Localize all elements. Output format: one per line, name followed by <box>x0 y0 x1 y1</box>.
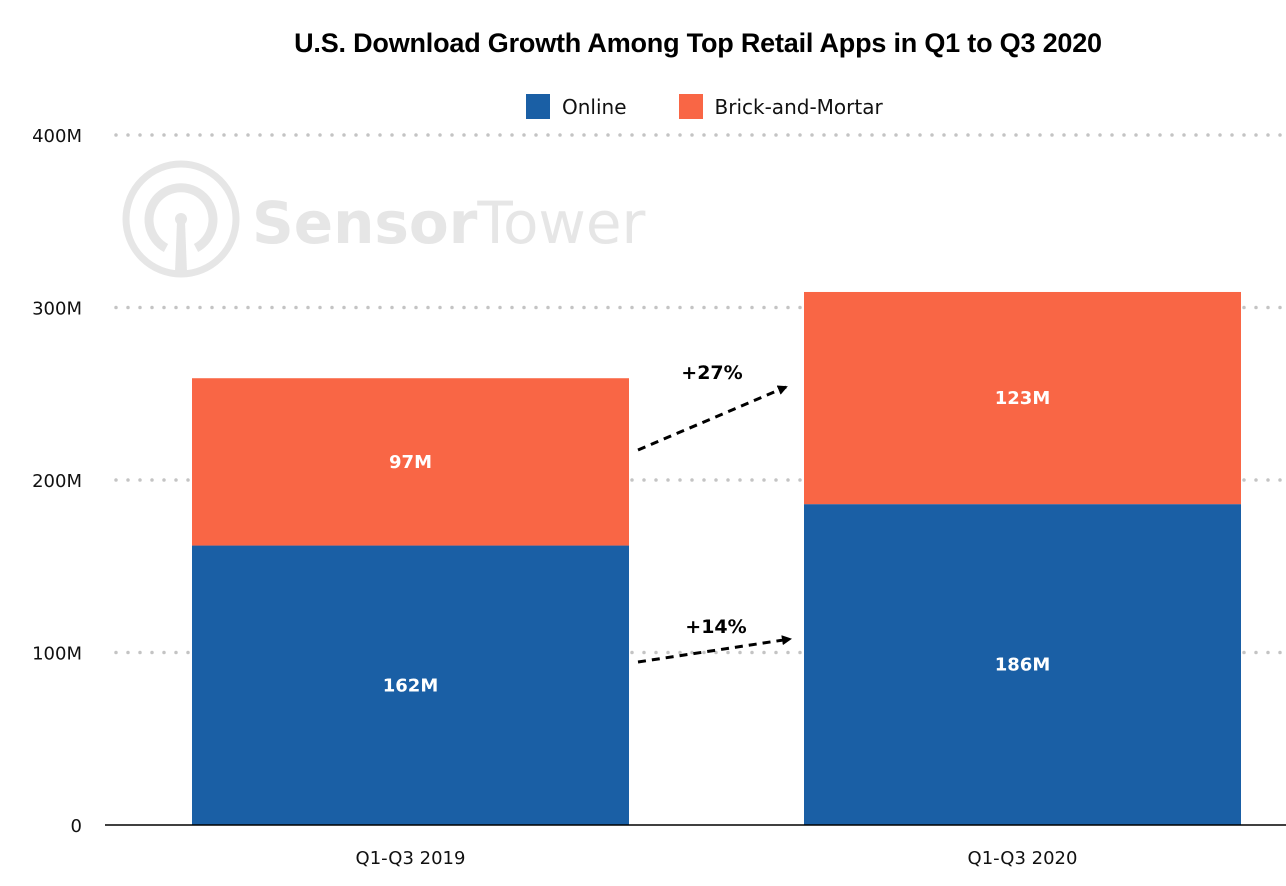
annotations: +27% +14% <box>637 362 792 664</box>
legend-label-online: Online <box>562 94 627 119</box>
legend-swatch-online <box>526 94 550 119</box>
bar-online-2[interactable] <box>804 504 1241 825</box>
data-label: 97M <box>389 452 432 473</box>
growth-label: +27% <box>681 362 742 384</box>
bar-brick-and-mortar-1[interactable] <box>192 378 629 546</box>
y-tick-label: 300M <box>32 299 82 320</box>
sensor-tower-logo-icon <box>122 160 240 278</box>
growth-arrow <box>637 385 788 452</box>
x-tick-label: Q1-Q3 2019 <box>356 848 466 869</box>
watermark-text: SensorTower <box>252 189 646 257</box>
growth-arrow <box>637 635 792 664</box>
legend-swatch-brick-and-mortar <box>678 94 703 119</box>
x-tick-label: Q1-Q3 2020 <box>968 848 1078 869</box>
data-label: 123M <box>995 388 1051 409</box>
legend-label-brick-and-mortar: Brick-and-Mortar <box>714 94 883 119</box>
y-tick-label: 0 <box>71 816 82 837</box>
growth-label: +14% <box>685 616 746 638</box>
bar-brick-and-mortar-2[interactable] <box>804 291 1241 505</box>
data-label: 162M <box>383 675 439 696</box>
legend-item-brick-and-mortar[interactable]: Brick-and-Mortar <box>678 94 883 119</box>
y-axis: 0 100M 200M 300M 400M <box>32 126 82 837</box>
bars: 162M 97M 186M 123M <box>192 291 1241 825</box>
data-label: 186M <box>995 655 1051 676</box>
legend-item-online[interactable]: Online <box>526 94 627 119</box>
x-axis: Q1-Q3 2019 Q1-Q3 2020 <box>356 848 1078 869</box>
bar-online-1[interactable] <box>192 545 629 825</box>
y-tick-label: 100M <box>32 644 82 665</box>
chart-title: U.S. Download Growth Among Top Retail Ap… <box>294 28 1102 58</box>
legend: Online Brick-and-Mortar <box>526 94 935 119</box>
y-tick-label: 400M <box>32 126 82 147</box>
y-tick-label: 200M <box>32 471 82 492</box>
watermark: SensorTower <box>122 160 646 278</box>
